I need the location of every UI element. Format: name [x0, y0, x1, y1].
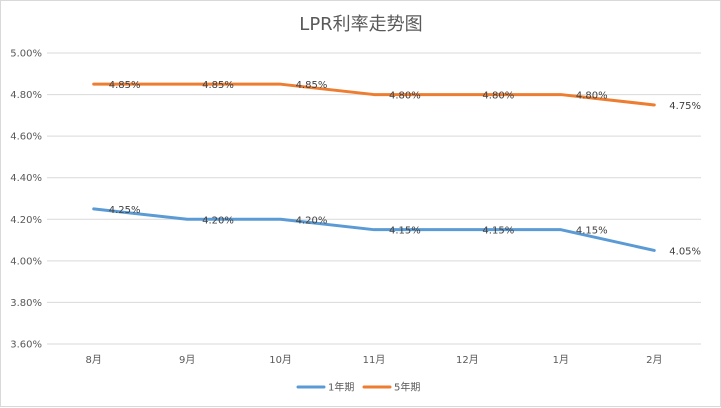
- data-label: 4.75%: [669, 101, 701, 112]
- grid-lines: [47, 52, 701, 345]
- data-label: 4.25%: [109, 205, 141, 216]
- y-tick-label: 5.00%: [10, 49, 42, 60]
- data-label: 4.80%: [576, 91, 608, 102]
- y-tick-label: 3.60%: [10, 340, 42, 351]
- x-tick-label: 2月: [646, 354, 662, 366]
- legend-label: 5年期: [394, 381, 420, 394]
- y-tick-label: 4.60%: [10, 132, 42, 143]
- x-tick-label: 12月: [456, 354, 479, 366]
- x-tick-label: 10月: [269, 354, 292, 366]
- data-label: 4.80%: [389, 91, 421, 102]
- x-axis-ticks: 8月 9月 10月 11月 12月 1月 2月: [86, 354, 663, 366]
- series-line: [92, 82, 656, 107]
- x-tick-label: 1月: [553, 354, 569, 366]
- data-label: 4.15%: [482, 226, 514, 237]
- legend-item[interactable]: 1年期: [296, 381, 354, 394]
- x-tick-label: 9月: [179, 354, 195, 366]
- legend-label: 1年期: [328, 381, 354, 394]
- y-tick-label: 3.80%: [10, 298, 42, 309]
- data-labels: 4.25% 4.20% 4.20% 4.15% 4.15% 4.15% 4.05% 4.85%…: [109, 80, 701, 257]
- series-lines: [92, 82, 656, 252]
- y-axis-ticks: 3.60% 3.80% 4.00% 4.20% 4.40% 4.60% 4.80% 5.00%: [10, 49, 42, 351]
- chart-title: LPR利率走势图: [299, 14, 422, 35]
- legend[interactable]: 1年期 5年期: [296, 381, 420, 394]
- data-label: 4.05%: [669, 246, 701, 257]
- series-line: [92, 207, 656, 252]
- data-label: 4.80%: [482, 91, 514, 102]
- data-label: 4.15%: [389, 226, 421, 237]
- y-tick-label: 4.20%: [10, 215, 42, 226]
- legend-item[interactable]: 5年期: [362, 381, 420, 394]
- x-tick-label: 8月: [86, 354, 102, 366]
- data-label: 4.85%: [109, 80, 141, 91]
- y-tick-label: 4.80%: [10, 90, 42, 101]
- y-tick-label: 4.40%: [10, 173, 42, 184]
- data-label: 4.85%: [202, 80, 234, 91]
- data-label: 4.20%: [202, 215, 234, 226]
- y-tick-label: 4.00%: [10, 256, 42, 267]
- data-label: 4.20%: [296, 215, 328, 226]
- x-tick-label: 11月: [363, 354, 386, 366]
- data-label: 4.85%: [296, 80, 328, 91]
- data-label: 4.15%: [576, 226, 608, 237]
